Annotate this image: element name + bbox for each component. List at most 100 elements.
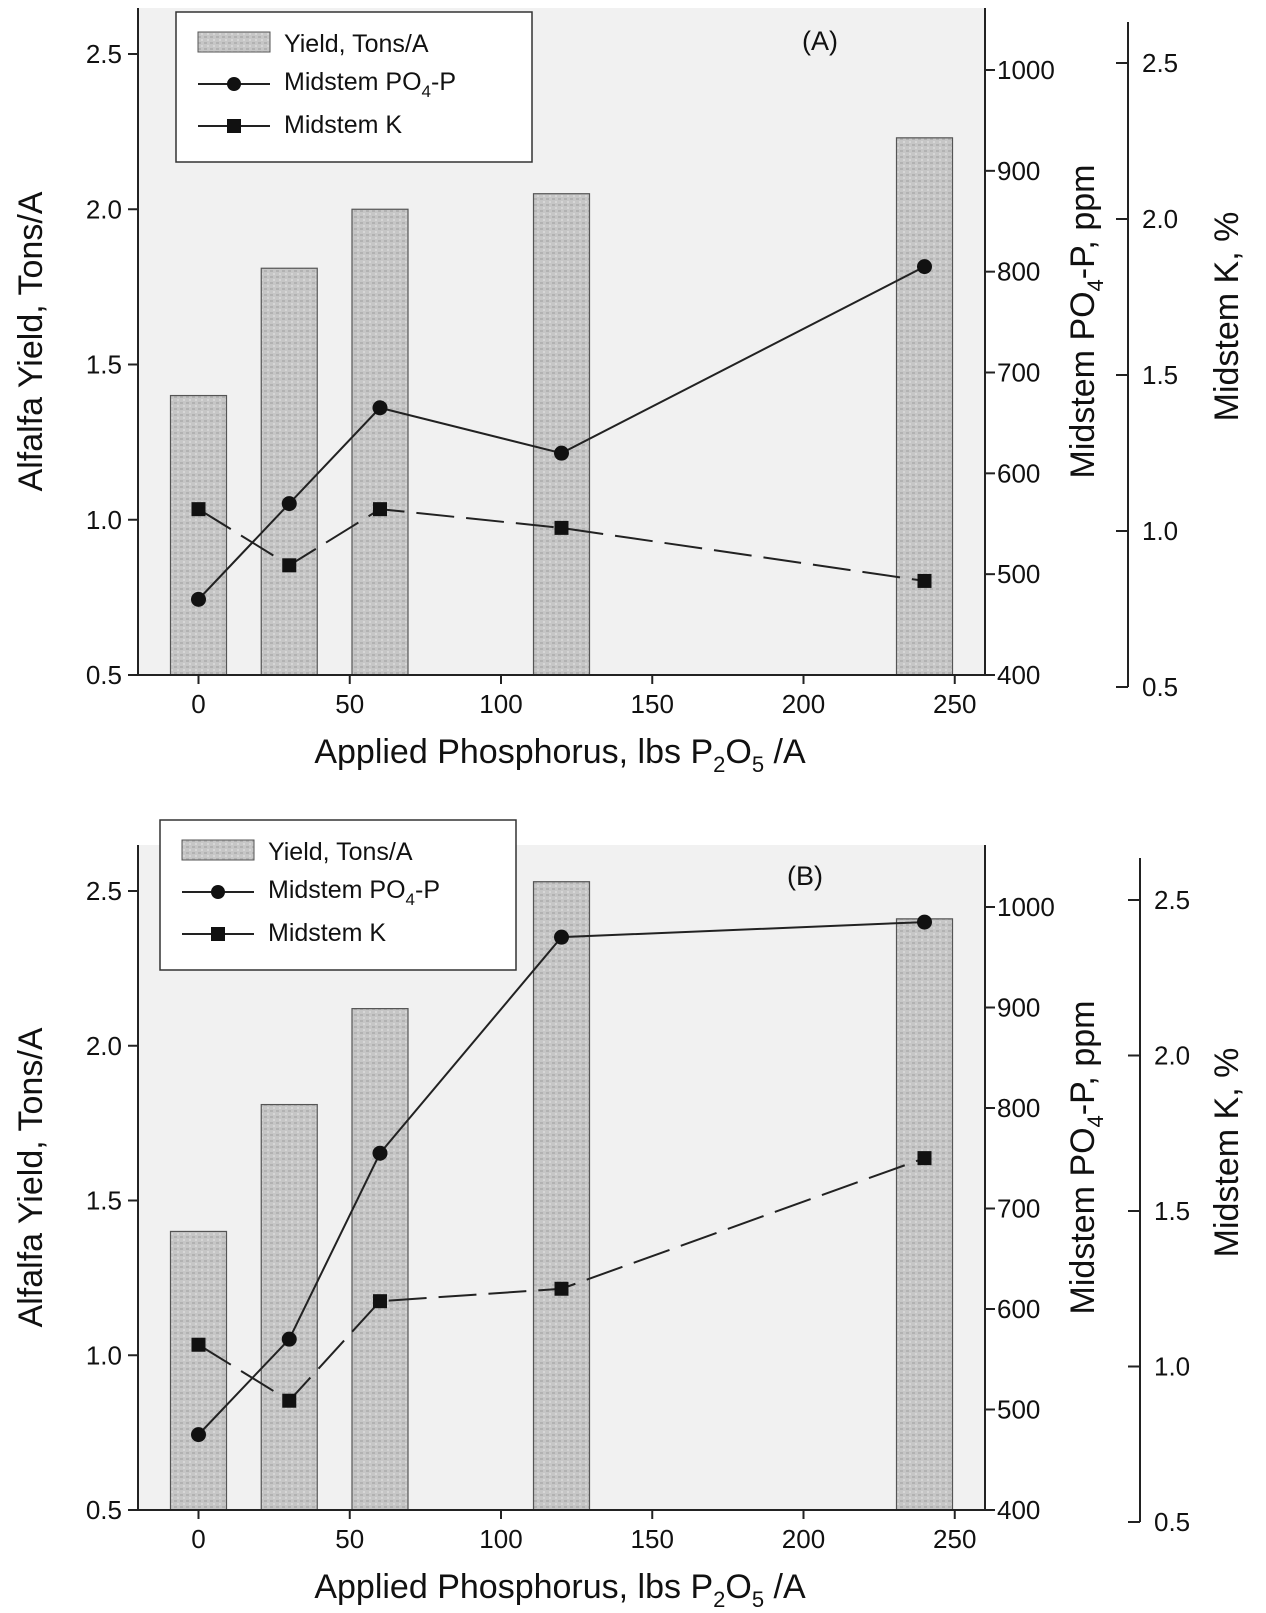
bar-3 bbox=[532, 881, 591, 1511]
y-right1-tick-label: 700 bbox=[997, 358, 1040, 388]
y-right1-title: Midstem PO4-P, ppm bbox=[1064, 165, 1108, 479]
legend-marker-k bbox=[211, 927, 225, 941]
y-left-title: Alfalfa Yield, Tons/A bbox=[12, 191, 50, 491]
legend-label-po4: Midstem PO4-P bbox=[284, 68, 456, 101]
bar-3 bbox=[532, 193, 591, 676]
bar-4 bbox=[895, 918, 954, 1511]
k-point-4 bbox=[917, 1151, 932, 1166]
y-left-tick-label: 0.5 bbox=[86, 1495, 122, 1525]
x-tick-label: 50 bbox=[335, 689, 364, 719]
chart-panel-a: 0.51.01.52.02.540050060070080090010000.5… bbox=[12, 8, 1246, 777]
legend-label-yield: Yield, Tons/A bbox=[268, 838, 413, 866]
panel-label: (A) bbox=[802, 26, 838, 56]
legend-label-k: Midstem K bbox=[284, 111, 402, 139]
bar-0 bbox=[169, 394, 228, 676]
y-right2-tick-label: 1.0 bbox=[1142, 516, 1178, 546]
y-right1-tick-label: 800 bbox=[997, 257, 1040, 287]
y-right2-tick-label: 0.5 bbox=[1154, 1507, 1190, 1537]
y-right2-tick-label: 1.0 bbox=[1154, 1352, 1190, 1382]
legend-marker-po4 bbox=[211, 885, 225, 899]
x-tick-label: 100 bbox=[479, 1524, 522, 1554]
po4-point-3 bbox=[554, 445, 569, 461]
y-left-tick-label: 1.5 bbox=[86, 1186, 122, 1216]
po4-point-1 bbox=[281, 496, 297, 512]
y-left-tick-label: 2.5 bbox=[86, 39, 122, 69]
y-right1-tick-label: 400 bbox=[997, 660, 1040, 690]
y-right2-tick-label: 1.5 bbox=[1142, 360, 1178, 390]
x-tick-label: 50 bbox=[335, 1524, 364, 1554]
x-axis-title: Applied Phosphorus, lbs P2O5 /A bbox=[314, 733, 806, 777]
x-tick-label: 0 bbox=[191, 689, 205, 719]
legend-label-yield: Yield, Tons/A bbox=[284, 30, 429, 58]
y-right1-tick-label: 1000 bbox=[997, 55, 1055, 85]
y-right1-tick-label: 800 bbox=[997, 1093, 1040, 1123]
y-right1-tick-label: 500 bbox=[997, 1395, 1040, 1425]
po4-point-3 bbox=[554, 929, 569, 945]
y-right1-tick-label: 900 bbox=[997, 993, 1040, 1023]
chart-panel-b: 0.51.01.52.02.540050060070080090010000.5… bbox=[12, 819, 1246, 1612]
y-left-tick-label: 0.5 bbox=[86, 660, 122, 690]
po4-point-0 bbox=[191, 1427, 206, 1443]
y-right1-tick-label: 600 bbox=[997, 1294, 1040, 1324]
legend-label-k: Midstem K bbox=[268, 919, 386, 947]
k-point-4 bbox=[917, 573, 932, 588]
po4-point-2 bbox=[372, 1145, 388, 1161]
y-right2-tick-label: 2.5 bbox=[1142, 48, 1178, 78]
x-tick-label: 150 bbox=[631, 1524, 674, 1554]
y-right2-title: Midstem K, % bbox=[1208, 1048, 1246, 1258]
y-right2-tick-label: 2.0 bbox=[1142, 204, 1178, 234]
legend-swatch-yield bbox=[197, 31, 271, 53]
k-line bbox=[197, 1157, 925, 1402]
y-right2-tick-label: 1.5 bbox=[1154, 1196, 1190, 1226]
x-tick-label: 100 bbox=[479, 689, 522, 719]
legend-marker-k bbox=[227, 119, 241, 133]
y-right1-tick-label: 700 bbox=[997, 1194, 1040, 1224]
y-right1-tick-label: 500 bbox=[997, 559, 1040, 589]
x-tick-label: 200 bbox=[782, 689, 825, 719]
y-left-tick-label: 1.0 bbox=[86, 1340, 122, 1370]
y-right1-tick-label: 400 bbox=[997, 1495, 1040, 1525]
bar-0 bbox=[169, 1230, 228, 1511]
y-right1-title: Midstem PO4-P, ppm bbox=[1064, 1001, 1108, 1315]
y-right1-tick-label: 900 bbox=[997, 156, 1040, 186]
bar-2 bbox=[351, 1008, 409, 1511]
k-point-3 bbox=[554, 520, 569, 535]
k-point-2 bbox=[373, 502, 387, 517]
y-right1-tick-label: 600 bbox=[997, 458, 1040, 488]
y-left-tick-label: 2.0 bbox=[86, 194, 122, 224]
x-tick-label: 150 bbox=[631, 689, 674, 719]
y-right1-tick-label: 1000 bbox=[997, 892, 1055, 922]
legend-marker-po4 bbox=[227, 77, 241, 91]
legend-label-po4: Midstem PO4-P bbox=[268, 876, 440, 909]
po4-point-4 bbox=[917, 914, 932, 930]
po4-point-4 bbox=[917, 259, 932, 275]
y-right2-tick-label: 2.0 bbox=[1154, 1041, 1190, 1071]
panel-label: (B) bbox=[787, 861, 823, 891]
y-left-tick-label: 1.0 bbox=[86, 505, 122, 535]
po4-point-1 bbox=[281, 1331, 297, 1347]
bar-4 bbox=[895, 137, 954, 676]
legend-swatch-yield bbox=[181, 839, 255, 861]
k-point-3 bbox=[554, 1281, 569, 1296]
k-point-0 bbox=[191, 1337, 206, 1352]
x-tick-label: 250 bbox=[933, 1524, 976, 1554]
y-right2-title: Midstem K, % bbox=[1208, 212, 1246, 422]
po4-point-0 bbox=[191, 591, 206, 607]
bar-2 bbox=[351, 208, 409, 676]
y-left-tick-label: 1.5 bbox=[86, 350, 122, 380]
x-axis-title: Applied Phosphorus, lbs P2O5 /A bbox=[314, 1568, 806, 1612]
bar-1 bbox=[260, 267, 318, 676]
k-point-1 bbox=[282, 558, 297, 573]
y-right2-tick-label: 0.5 bbox=[1142, 672, 1178, 702]
x-tick-label: 250 bbox=[933, 689, 976, 719]
k-point-2 bbox=[373, 1294, 387, 1309]
po4-point-2 bbox=[372, 400, 388, 416]
y-left-tick-label: 2.5 bbox=[86, 876, 122, 906]
k-point-0 bbox=[191, 502, 206, 517]
bar-1 bbox=[260, 1103, 318, 1511]
x-tick-label: 200 bbox=[782, 1524, 825, 1554]
y-left-tick-label: 2.0 bbox=[86, 1031, 122, 1061]
x-tick-label: 0 bbox=[191, 1524, 205, 1554]
k-point-1 bbox=[282, 1393, 297, 1408]
